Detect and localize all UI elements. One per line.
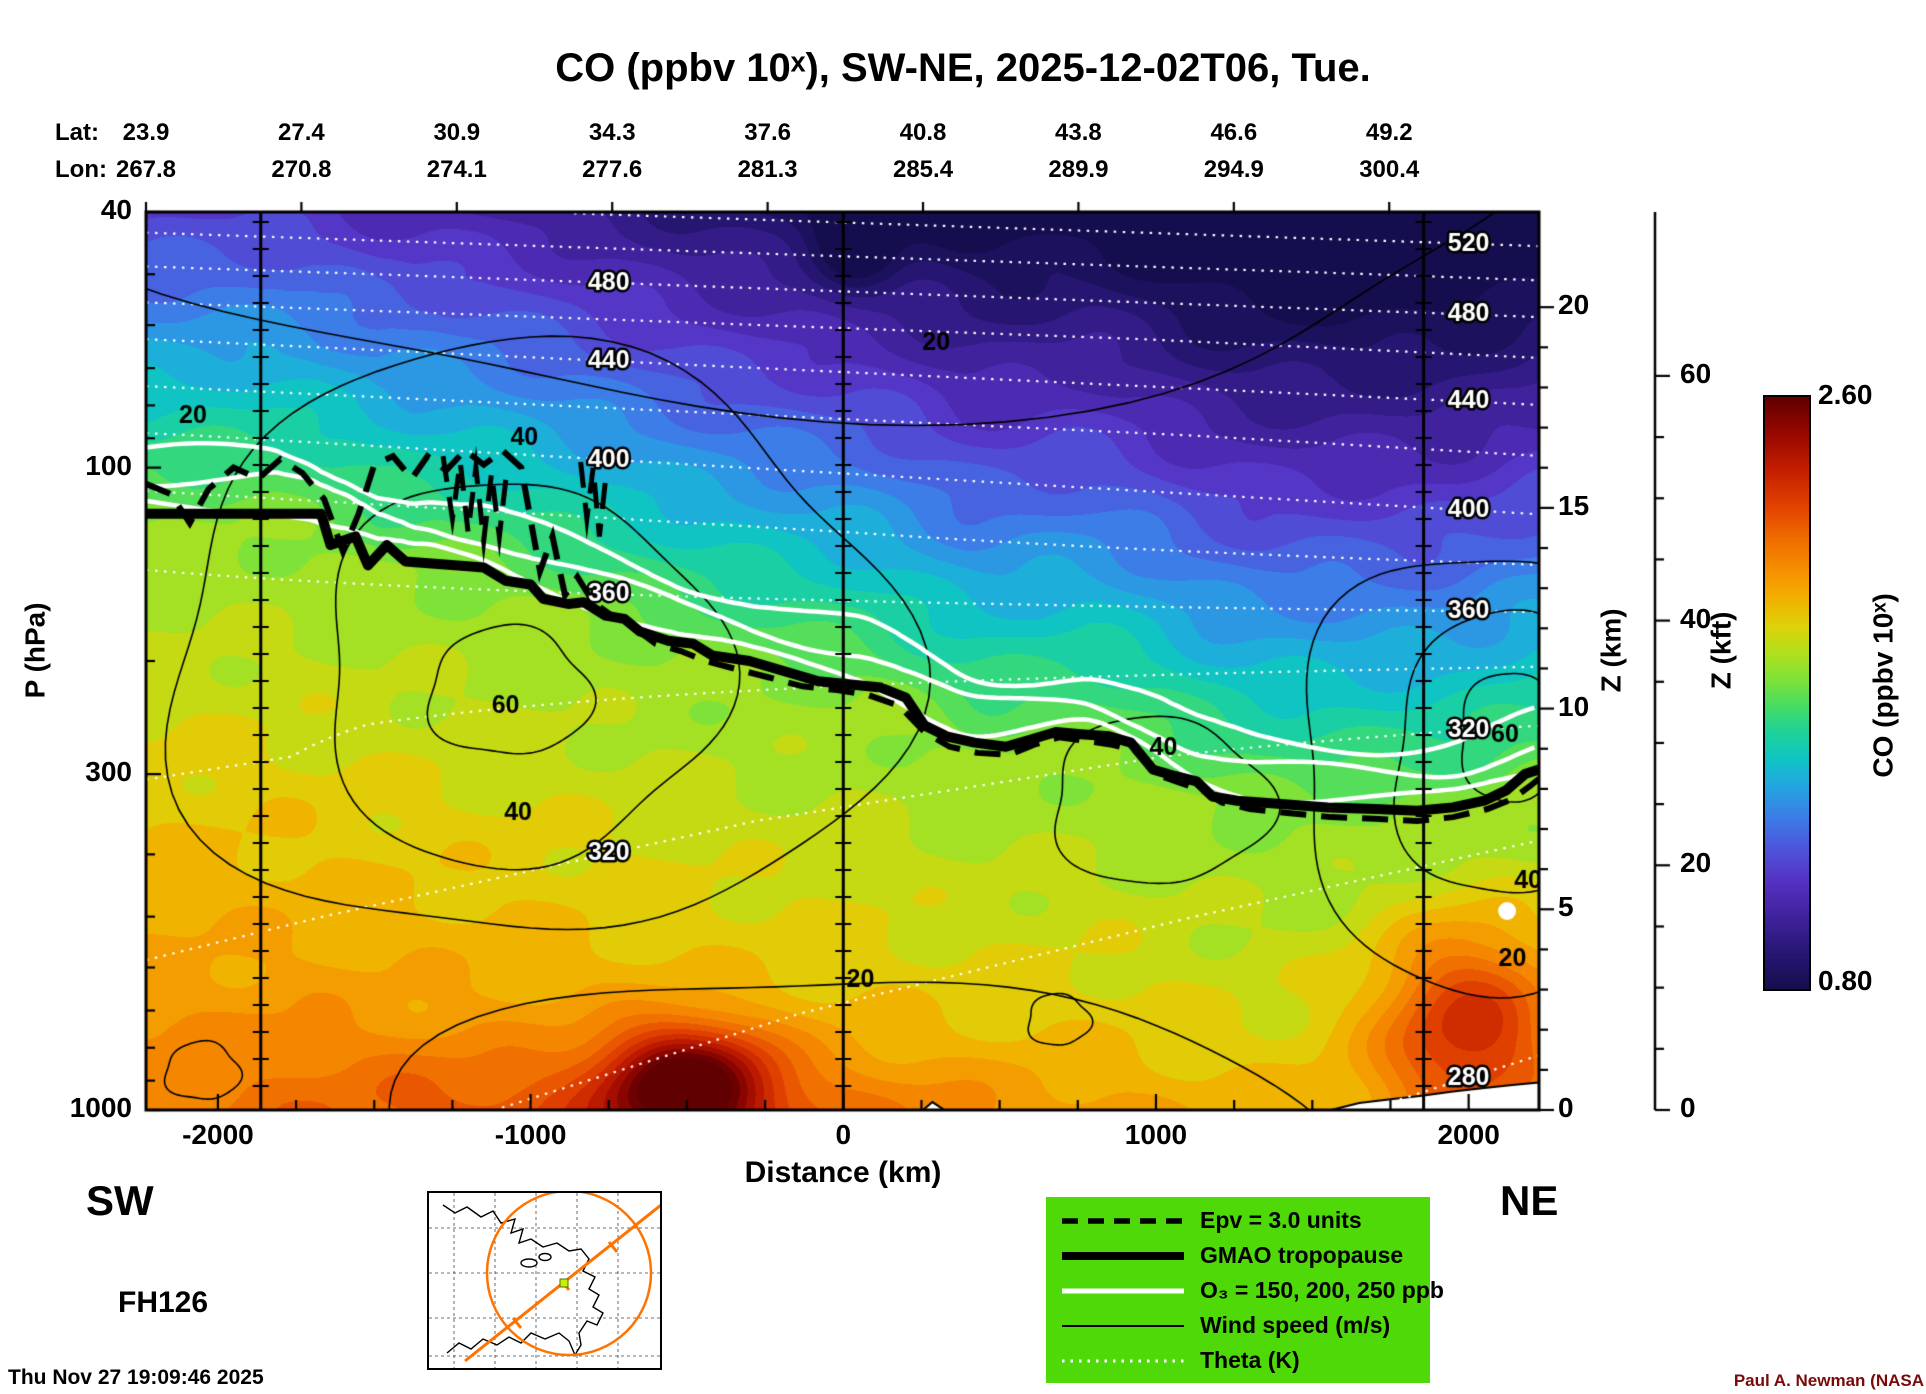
- endpoint-ne-label: NE: [1500, 1177, 1559, 1224]
- z-km-tick-label: 5: [1558, 891, 1574, 923]
- x-tick-label: -2000: [182, 1119, 254, 1150]
- z-km-tick-label: 20: [1558, 289, 1590, 321]
- lat-value-label: 23.9: [122, 119, 170, 146]
- legend-label-o3: O₃ = 150, 200, 250 ppb: [1200, 1277, 1444, 1303]
- legend-label-theta: Theta (K): [1200, 1347, 1300, 1373]
- z-km-tick-label: 10: [1558, 690, 1590, 722]
- lat-value-label: 27.4: [278, 119, 325, 146]
- o3-line-sample: [1062, 1288, 1184, 1293]
- z-km-axis-title: Z (km): [1595, 608, 1627, 693]
- flight-hour-label: FH126: [118, 1286, 209, 1319]
- lat-row-label: Lat:: [55, 119, 99, 146]
- lon-value-label: 270.8: [271, 156, 332, 183]
- x-tick-label: 1000: [1124, 1119, 1188, 1150]
- lon-row-label: Lon:: [55, 156, 107, 183]
- lat-value-label: 37.6: [744, 119, 791, 146]
- epv-dashed-line-sample: [1062, 1217, 1184, 1224]
- legend-item-tropopause: GMAO tropopause: [1046, 1238, 1430, 1273]
- x-tick-label: 2000: [1437, 1119, 1500, 1150]
- cross-section-plot-canvas: [126, 192, 1699, 1130]
- lon-value-label: 277.6: [582, 156, 643, 183]
- lat-value-label: 49.2: [1365, 119, 1413, 146]
- colorbar-max-label: 2.60: [1818, 379, 1873, 410]
- lon-value-label: 294.9: [1203, 156, 1264, 183]
- z-kft-tick-label: 40: [1680, 602, 1712, 634]
- map-coastline: [442, 1204, 604, 1357]
- lon-value-label: 285.4: [892, 156, 954, 183]
- colorbar-title: CO (ppbv 10ˣ): [1867, 593, 1899, 778]
- route-map-inset: [427, 1189, 662, 1370]
- lat-value-label: 46.6: [1210, 119, 1258, 146]
- z-kft-tick-label: 0: [1680, 1092, 1696, 1123]
- lon-value-label: 281.3: [737, 156, 798, 183]
- x-tick-label: -1000: [494, 1119, 567, 1150]
- z-km-tick-label: 0: [1558, 1092, 1574, 1123]
- lon-value-label: 289.9: [1048, 156, 1109, 183]
- legend-label-tropopause: GMAO tropopause: [1200, 1242, 1404, 1268]
- lat-value-label: 34.3: [588, 119, 636, 146]
- lon-value-label: 274.1: [426, 156, 487, 183]
- lon-value-label: 300.4: [1359, 156, 1420, 183]
- p-tick-label: 40: [100, 194, 132, 225]
- lat-value-label: 40.8: [899, 119, 947, 146]
- legend-item-epv: Epv = 3.0 units: [1046, 1203, 1430, 1238]
- legend-item-theta: Theta (K): [1046, 1343, 1430, 1378]
- legend-item-wind: Wind speed (m/s): [1046, 1308, 1430, 1343]
- z-kft-tick-label: 60: [1680, 357, 1712, 389]
- lat-value-label: 30.9: [433, 119, 481, 146]
- legend-label-epv: Epv = 3.0 units: [1200, 1207, 1362, 1233]
- x-tick-label: 0: [835, 1119, 852, 1150]
- route-map-svg: [429, 1189, 662, 1368]
- tropopause-line-sample: [1062, 1251, 1184, 1260]
- wind-line-sample: [1062, 1324, 1184, 1327]
- x-axis-title: Distance (km): [744, 1156, 942, 1189]
- legend: Epv = 3.0 units GMAO tropopause O₃ = 150…: [1046, 1197, 1444, 1383]
- p-tick-label: 300: [85, 756, 132, 788]
- lon-value-label: 267.8: [115, 156, 177, 183]
- colorbar: [1763, 395, 1811, 991]
- z-km-tick-label: 15: [1558, 489, 1590, 521]
- endpoint-sw-label: SW: [86, 1177, 154, 1224]
- credit-text: Paul A. Newman (NASA: [1733, 1371, 1924, 1390]
- generation-timestamp: Thu Nov 27 19:09:46 2025: [8, 1366, 264, 1389]
- legend-item-o3: O₃ = 150, 200, 250 ppb: [1046, 1273, 1444, 1308]
- p-tick-label: 100: [85, 449, 132, 481]
- plot-title: CO (ppbv 10ˣ), SW-NE, 2025-12-02T06, Tue…: [555, 46, 1371, 90]
- z-kft-tick-label: 20: [1680, 847, 1712, 879]
- map-route-center-marker: [559, 1278, 569, 1288]
- lat-value-label: 43.8: [1055, 119, 1102, 146]
- p-tick-label: 1000: [69, 1092, 132, 1123]
- theta-dotted-line-sample: [1062, 1359, 1184, 1362]
- p-axis-title: P (hPa): [19, 602, 51, 699]
- map-route-circle: [485, 1189, 653, 1357]
- colorbar-min-label: 0.80: [1818, 965, 1873, 996]
- legend-label-wind: Wind speed (m/s): [1200, 1312, 1391, 1338]
- z-kft-axis-title: Z (kft): [1705, 611, 1737, 690]
- map-graticule: [429, 1193, 660, 1368]
